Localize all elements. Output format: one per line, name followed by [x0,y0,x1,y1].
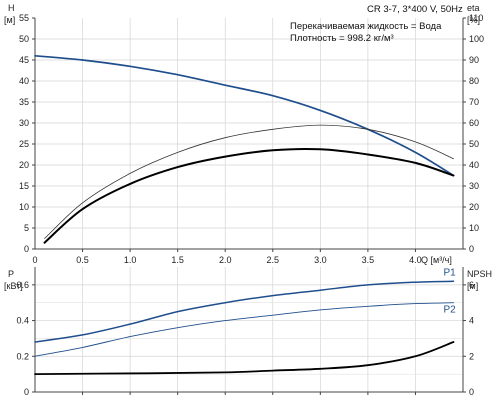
right-tick-label: 100 [469,34,484,44]
right-tick-label: 20 [469,202,479,212]
right-tick-label: 4 [469,316,474,326]
right-tick-label: 90 [469,55,479,65]
x-tick-label: 2.5 [267,255,280,265]
left-tick-label: 20 [19,160,29,170]
right-axis-label: NPSH [467,269,492,279]
eta-bold-curve [43,147,455,244]
right-tick-label: 70 [469,97,479,107]
x-tick-label: 0 [32,255,37,265]
left-tick-label: 15 [19,181,29,191]
x-tick-label: 1.5 [171,255,184,265]
right-tick-label: 110 [469,13,483,23]
left-tick-label: 25 [19,139,29,149]
x-tick-label: 1.0 [124,255,137,265]
x-tick-label: 3.0 [314,255,327,265]
p1-curve [34,280,455,343]
right-tick-label: 50 [469,139,479,149]
right-tick-label: 40 [469,160,479,170]
series-label-p1: P1 [443,267,456,278]
npsh-curve [34,341,455,375]
left-tick-label: 40 [19,76,29,86]
left-tick-label: 0 [24,387,29,397]
x-tick-label: 0.5 [76,255,89,265]
right-tick-label: 0 [469,387,474,397]
right-tick-label: 0 [469,244,474,254]
info-box: CR 3-7, 3*400 V, 50Hz Перекачиваемая жид… [290,4,463,44]
labels: 0510152025303540455055010203040506070809… [4,3,492,397]
density-text: Плотность = 998.2 кг/м³ [290,33,394,44]
left-tick-label: 5 [24,223,29,233]
x-axis-label: Q [м³/ч] [421,255,452,265]
right-tick-label: 80 [469,76,479,86]
right-tick-label: 6 [469,280,474,290]
left-tick-label: 0 [24,244,29,254]
x-tick-label: 2.0 [219,255,232,265]
left-tick-label: 0.4 [16,316,29,326]
left-tick-label: 55 [19,13,29,23]
series-label-p2: P2 [443,305,456,316]
left-tick-label: 50 [19,34,29,44]
left-tick-label: 35 [19,97,29,107]
right-tick-label: 30 [469,181,479,191]
left-tick-label: 0.2 [16,351,29,361]
right-tick-label: 60 [469,118,479,128]
liquid-text: Перекачиваемая жидкость = Вода [290,21,442,32]
right-axis-unit: [м] [467,281,478,291]
right-tick-label: 2 [469,351,474,361]
eta-thin-curve [44,124,454,239]
left-tick-label: 30 [19,118,29,128]
p2-curve [34,302,454,357]
left-axis-label: P [8,269,14,279]
pump-model-text: CR 3-7, 3*400 V, 50Hz [367,4,463,15]
grid [35,18,463,392]
left-axis-unit: [м] [4,15,15,25]
left-tick-label: 10 [19,202,29,212]
x-tick-label: 3.5 [362,255,375,265]
series-lines [34,54,455,375]
left-tick-label: 0.6 [16,280,29,290]
left-axis-unit: [кВт] [4,281,23,291]
left-tick-label: 45 [19,55,29,65]
head-curve [34,54,455,177]
left-axis-label: H [8,3,15,13]
x-tick-label: 4.0 [409,255,422,265]
right-tick-label: 10 [469,223,479,233]
right-axis-unit: [%] [467,15,480,25]
right-axis-label: eta [467,3,480,13]
